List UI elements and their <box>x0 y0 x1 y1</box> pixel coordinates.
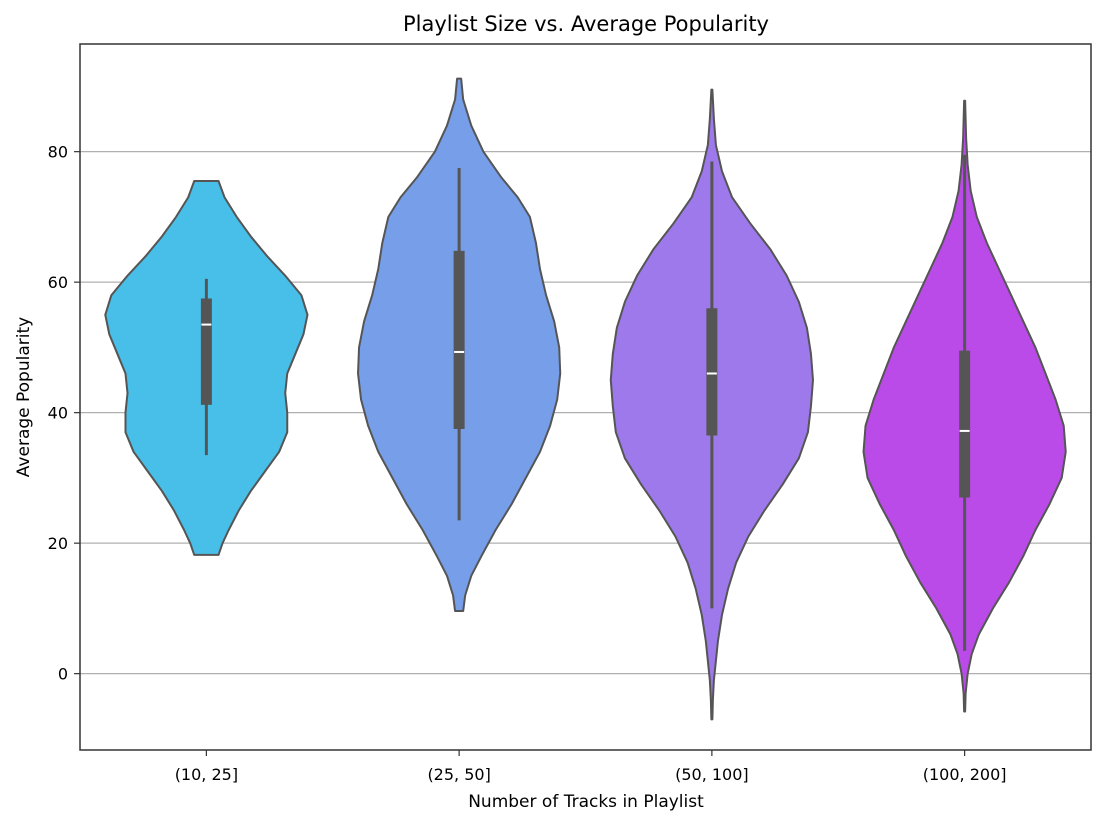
chart-title: Playlist Size vs. Average Popularity <box>403 12 769 36</box>
violin-iqr-box <box>959 350 971 498</box>
x-tick-label: (100, 200] <box>923 765 1007 784</box>
violin-group <box>357 77 562 613</box>
violin-layer <box>104 77 1067 721</box>
y-tick-label: 20 <box>48 534 68 553</box>
y-tick-label: 80 <box>48 143 68 162</box>
violin-group <box>104 180 309 556</box>
x-tick-label: (10, 25] <box>175 765 238 784</box>
violin-iqr-box <box>453 250 465 429</box>
violin-group <box>609 88 814 721</box>
x-axis: (10, 25] (25, 50] (50, 100] (100, 200] <box>175 750 1007 784</box>
violin-iqr-box <box>706 308 718 436</box>
violin-group <box>862 99 1067 713</box>
y-tick-label: 60 <box>48 273 68 292</box>
y-axis-label: Average Popularity <box>14 317 34 477</box>
y-tick-label: 40 <box>48 404 68 423</box>
x-tick-label: (25, 50] <box>427 765 490 784</box>
x-tick-label: (50, 100] <box>675 765 749 784</box>
y-axis: 0 20 40 60 80 <box>48 143 80 684</box>
axes-frame <box>79 43 1092 751</box>
x-axis-label: Number of Tracks in Playlist <box>468 792 704 812</box>
violin-iqr-box <box>200 298 212 405</box>
y-tick-label: 0 <box>58 665 68 684</box>
